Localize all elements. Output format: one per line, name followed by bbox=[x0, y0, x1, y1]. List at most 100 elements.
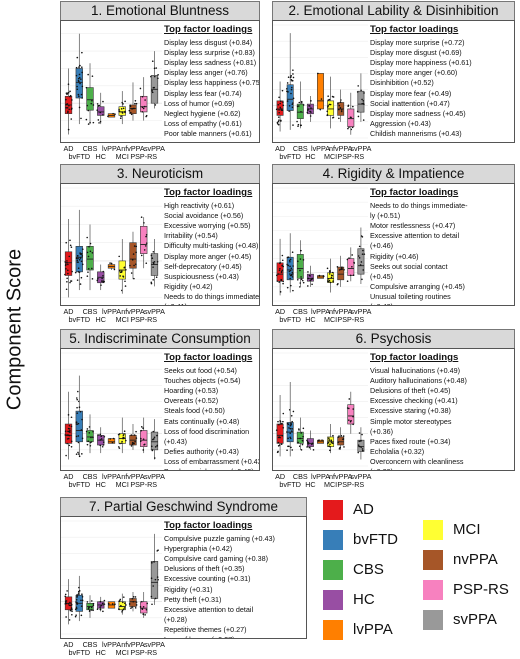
data-point bbox=[81, 85, 84, 88]
data-point bbox=[65, 98, 67, 101]
box-nfvppa bbox=[129, 424, 138, 450]
loading-item: Display less surprise (+0.83) bbox=[164, 48, 255, 58]
box-iqr bbox=[296, 254, 304, 279]
loading-item: Compulsive arranging (+0.45) bbox=[370, 281, 465, 291]
data-point bbox=[360, 235, 363, 237]
data-point bbox=[131, 606, 133, 608]
data-point bbox=[327, 441, 330, 444]
box-nfvppa bbox=[128, 82, 138, 121]
box-cbs bbox=[296, 417, 305, 451]
data-point bbox=[289, 265, 291, 268]
x-tick-label: AD bbox=[275, 307, 286, 316]
data-point bbox=[122, 596, 125, 598]
x-tick-label: HC bbox=[95, 480, 106, 489]
data-point bbox=[338, 435, 340, 437]
data-point bbox=[357, 451, 359, 454]
x-tick-label: nfvPPA bbox=[328, 472, 353, 481]
loading-item: Delusions of theft (+0.45) bbox=[370, 386, 451, 396]
data-point bbox=[80, 117, 82, 120]
x-tick-label: PSP-RS bbox=[130, 315, 158, 324]
data-point bbox=[79, 252, 81, 254]
data-point bbox=[88, 610, 91, 612]
data-point bbox=[277, 450, 279, 453]
data-point bbox=[68, 444, 71, 447]
legend-swatch bbox=[323, 560, 343, 580]
data-point bbox=[133, 107, 135, 110]
factor-loadings: Top factor loadings Compulsive puzzle gam… bbox=[164, 520, 304, 638]
loading-item: Display more happiness (+0.61) bbox=[370, 58, 472, 68]
x-tick-label: lvPPA bbox=[310, 472, 331, 481]
data-point bbox=[321, 439, 323, 442]
data-point bbox=[288, 259, 291, 262]
loading-item: Hypergraphia (+0.42) bbox=[164, 544, 233, 554]
data-point bbox=[357, 85, 360, 87]
data-point bbox=[145, 233, 148, 236]
data-point bbox=[155, 276, 158, 279]
data-point bbox=[70, 416, 73, 419]
data-point bbox=[81, 263, 84, 266]
legend-label: nvPPA bbox=[453, 551, 498, 568]
data-point bbox=[144, 614, 146, 616]
data-point bbox=[81, 595, 84, 598]
plot-area: Top factor loadings Display more surprise… bbox=[272, 20, 515, 143]
data-point bbox=[69, 90, 71, 93]
data-point bbox=[92, 436, 94, 439]
data-point bbox=[80, 260, 83, 263]
data-point bbox=[140, 437, 142, 440]
data-point bbox=[276, 122, 279, 125]
data-point bbox=[90, 436, 92, 439]
data-point bbox=[97, 434, 99, 436]
data-point bbox=[299, 269, 301, 272]
data-point bbox=[65, 288, 68, 291]
data-point bbox=[151, 603, 153, 606]
data-point bbox=[339, 107, 342, 109]
x-tick-label: lvPPA bbox=[101, 144, 122, 153]
data-point bbox=[348, 398, 351, 400]
data-point bbox=[348, 407, 350, 410]
data-point bbox=[67, 128, 70, 131]
data-point bbox=[298, 105, 300, 107]
data-point bbox=[317, 439, 320, 442]
data-point bbox=[141, 95, 144, 98]
x-tick-label: PSP-RS bbox=[337, 152, 365, 161]
data-point bbox=[67, 263, 69, 266]
box-hc bbox=[96, 596, 106, 613]
box-hc bbox=[96, 92, 105, 125]
data-point bbox=[296, 120, 298, 123]
data-point bbox=[79, 257, 82, 259]
data-point bbox=[76, 601, 78, 604]
data-point bbox=[69, 239, 71, 242]
box-iqr bbox=[357, 90, 365, 113]
data-point bbox=[66, 442, 68, 445]
data-point bbox=[356, 110, 359, 113]
data-point bbox=[157, 578, 159, 581]
box-iqr bbox=[337, 266, 345, 281]
data-point bbox=[277, 120, 280, 123]
box-iqr bbox=[64, 423, 73, 444]
loading-item: Loss of humor (+0.27) bbox=[164, 635, 304, 638]
data-point bbox=[121, 112, 124, 114]
data-point bbox=[288, 427, 290, 429]
data-point bbox=[363, 253, 366, 255]
data-point bbox=[291, 79, 294, 82]
x-tick-label: PSP-RS bbox=[130, 152, 158, 161]
data-point bbox=[80, 429, 83, 431]
data-point bbox=[327, 99, 330, 101]
data-point bbox=[128, 603, 131, 605]
legend-swatch bbox=[423, 580, 443, 600]
data-point bbox=[75, 606, 78, 609]
data-point bbox=[75, 435, 78, 438]
data-point bbox=[150, 75, 152, 78]
data-point bbox=[118, 600, 120, 603]
panel-title: 5. Indiscriminate Consumption bbox=[60, 329, 260, 349]
data-point bbox=[109, 262, 111, 264]
data-point bbox=[281, 422, 283, 425]
data-point bbox=[68, 604, 71, 607]
data-point bbox=[282, 104, 285, 107]
data-point bbox=[135, 437, 138, 439]
box-psp-rs bbox=[347, 92, 355, 135]
legend-swatch bbox=[323, 500, 343, 520]
data-point bbox=[130, 272, 133, 274]
data-point bbox=[358, 257, 361, 259]
loading-item: Excessive worrying (+0.55) bbox=[164, 221, 251, 231]
